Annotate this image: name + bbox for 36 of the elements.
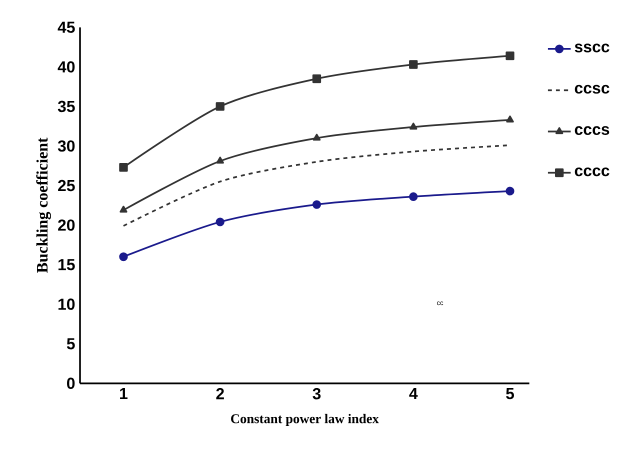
y-tick-label: 5 (66, 338, 75, 350)
x-tick-label: 1 (120, 388, 128, 400)
point (119, 163, 128, 172)
y-tick-label: 10 (58, 298, 75, 310)
y-tick-label: 35 (58, 100, 75, 112)
x-tick-label: 2 (216, 388, 224, 400)
x-tick-label: 4 (409, 388, 418, 400)
point (119, 252, 128, 262)
y-tick-label: 30 (58, 140, 75, 152)
point (216, 156, 224, 164)
y-tick-label: 45 (58, 22, 75, 33)
point (409, 192, 418, 201)
point (506, 186, 514, 196)
y-tick-label: 25 (58, 180, 75, 192)
x-axis-title: Constant power law index (231, 414, 379, 426)
y-tick-label: 0 (67, 378, 75, 389)
y-axis-title: Buckling coefficient (36, 138, 52, 273)
y-tick-label: 15 (58, 259, 75, 270)
point (312, 74, 322, 84)
point (216, 102, 224, 111)
x-tick-label: 3 (312, 388, 321, 400)
point (506, 51, 514, 60)
point (410, 122, 418, 130)
point (216, 218, 224, 226)
x-tick-label: 5 (506, 388, 514, 400)
legend-label: cccs (574, 126, 610, 135)
point (312, 200, 322, 209)
legend-label: cccc (574, 167, 610, 176)
point (409, 60, 418, 69)
y-tick-label: 20 (58, 219, 75, 231)
y-tick-label: 40 (58, 61, 75, 73)
point (506, 116, 514, 122)
legend-label: sscc (574, 44, 610, 52)
legend-label: ccsc (574, 84, 610, 94)
point (120, 206, 128, 213)
point (312, 134, 321, 141)
